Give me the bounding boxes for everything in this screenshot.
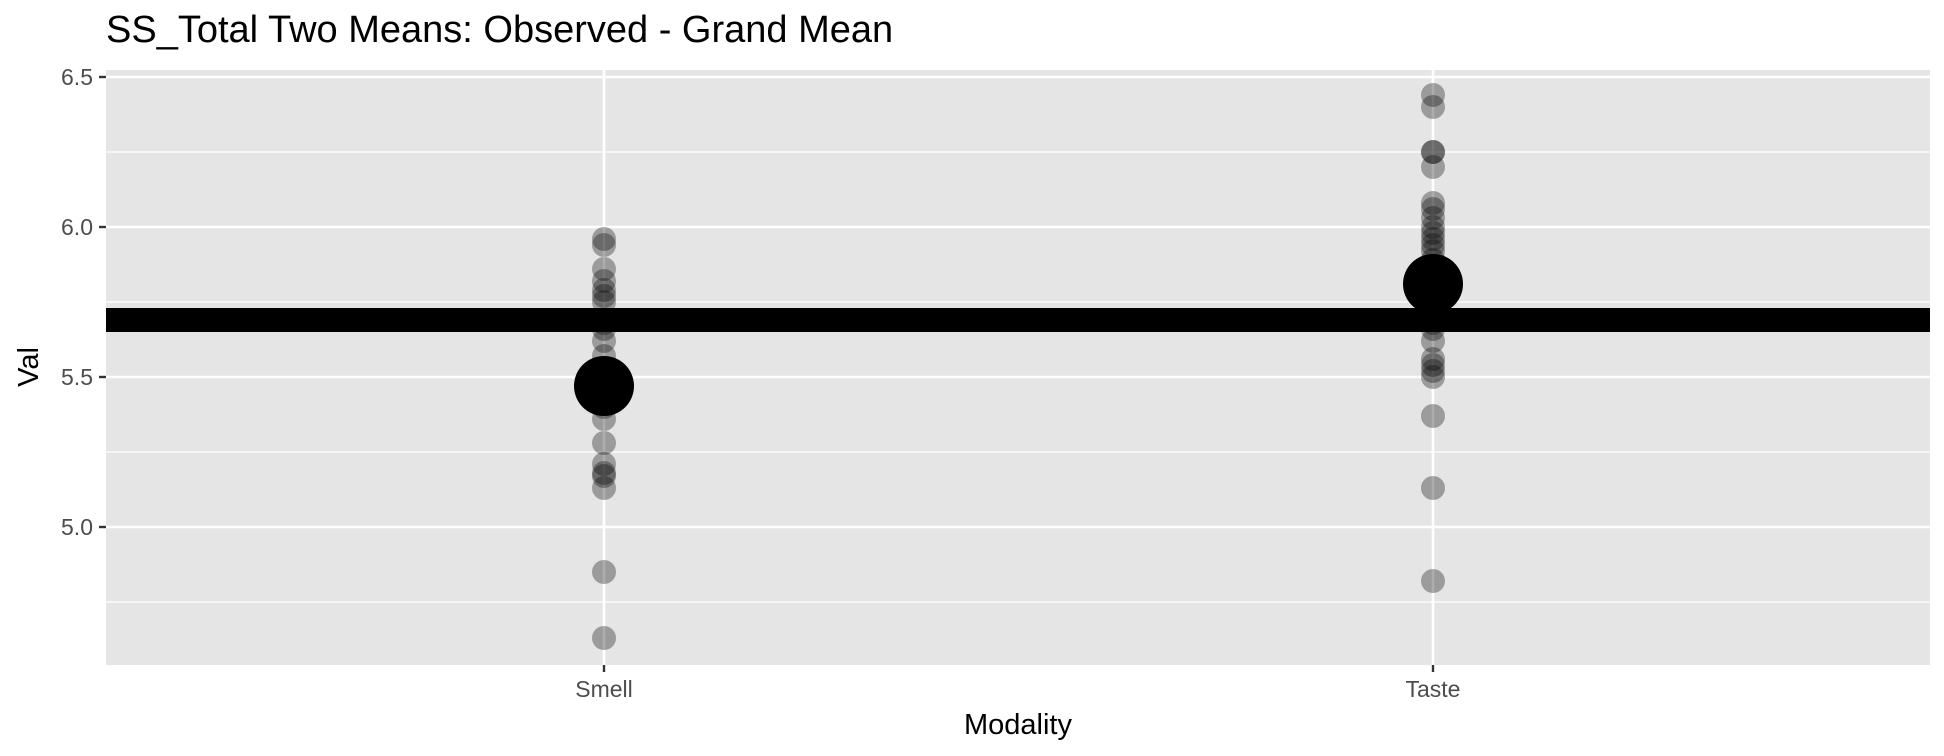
x-axis-title: Modality	[964, 709, 1072, 741]
observation-point	[1421, 215, 1445, 239]
observation-point	[1421, 353, 1445, 377]
y-tick-label: 5.5	[61, 364, 93, 390]
observation-point	[592, 560, 616, 584]
x-tick-label: Taste	[1406, 676, 1461, 702]
observation-point	[1421, 347, 1445, 371]
observation-point	[1421, 140, 1445, 164]
observation-point	[1421, 221, 1445, 245]
observation-point	[1421, 140, 1445, 164]
summary-marks	[106, 254, 1930, 416]
observation-point	[592, 452, 616, 476]
observation-point	[1421, 155, 1445, 179]
observation-point	[592, 461, 616, 485]
plot-panel	[106, 70, 1930, 665]
observation-point	[592, 476, 616, 500]
observation-point	[1421, 83, 1445, 107]
observation-point	[592, 284, 616, 308]
observation-point	[592, 257, 616, 281]
observation-point	[1421, 569, 1445, 593]
group-mean-point	[1403, 254, 1463, 314]
observation-point	[1421, 233, 1445, 257]
observation-point	[1421, 206, 1445, 230]
observation-point	[1421, 95, 1445, 119]
observation-point	[1421, 359, 1445, 383]
y-tick-label: 5.0	[61, 514, 93, 540]
observation-point	[592, 626, 616, 650]
observation-point	[592, 329, 616, 353]
x-tick-label: Smell	[575, 676, 633, 702]
observation-point	[1421, 329, 1445, 353]
grid-lines	[106, 70, 1930, 665]
observation-point	[592, 464, 616, 488]
y-tick-label: 6.0	[61, 214, 93, 240]
group-mean-point	[574, 356, 634, 416]
observation-point	[592, 227, 616, 251]
observation-point	[592, 233, 616, 257]
observation-point	[592, 269, 616, 293]
observation-point	[1421, 404, 1445, 428]
observation-point	[1421, 197, 1445, 221]
observation-point	[1421, 227, 1445, 251]
observation-point	[1421, 191, 1445, 215]
axes: 5.0 5.5 6.0 6.5 Smell Taste	[61, 64, 1460, 702]
y-tick-label: 6.5	[61, 64, 93, 90]
observation-point	[1421, 365, 1445, 389]
y-axis-title: Val	[13, 347, 45, 387]
observation-point	[1421, 476, 1445, 500]
observation-point	[592, 278, 616, 302]
observation-point	[592, 431, 616, 455]
chart-title: SS_Total Two Means: Observed - Grand Mea…	[106, 9, 893, 51]
